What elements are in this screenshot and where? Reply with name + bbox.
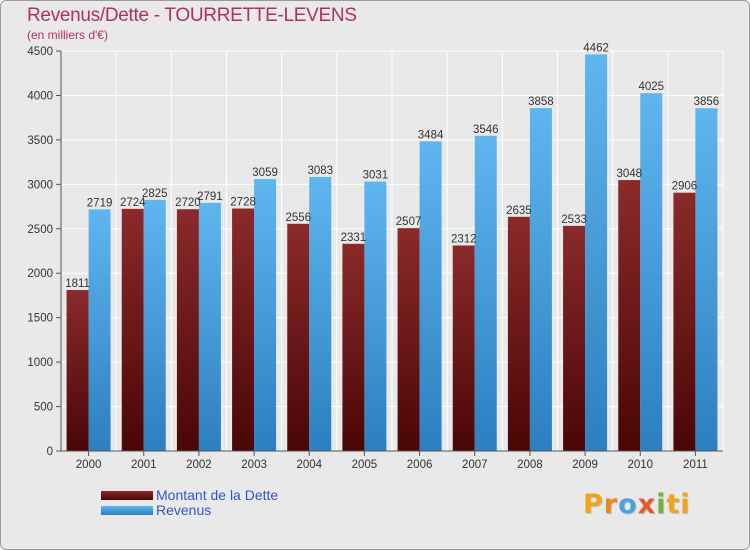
legend-label-revenus: Revenus [156,502,212,518]
bar-dette [673,192,696,451]
bar-revenus [198,202,221,451]
data-label-revenus: 3858 [528,96,554,108]
x-tick-label: 2003 [241,459,267,471]
data-label-dette: 2507 [396,216,422,228]
x-tick-label: 2000 [76,459,102,471]
bar-dette [507,216,530,451]
x-tick-label: 2002 [186,459,212,471]
data-label-dette: 2635 [506,205,532,217]
data-label-dette: 2720 [175,197,201,209]
y-tick-label: 2000 [27,268,53,280]
x-tick-label: 2010 [627,459,653,471]
data-label-dette: 2533 [561,214,587,226]
data-label-revenus: 3546 [473,124,499,136]
x-tick-label: 2009 [572,459,598,471]
bar-revenus [474,135,497,452]
x-tick-label: 2011 [683,459,708,471]
bar-revenus [254,179,277,452]
data-label-revenus: 4025 [638,81,664,93]
y-tick-label: 1500 [27,313,53,325]
legend-swatch-revenus [101,506,153,515]
data-label-revenus: 2825 [142,188,168,200]
bar-dette [397,228,420,451]
bar-revenus [88,209,111,451]
data-label-revenus: 2791 [197,191,223,203]
x-tick-label: 2001 [131,459,157,471]
data-label-dette: 2331 [341,232,367,244]
data-label-revenus: 2719 [87,197,113,209]
bar-revenus [143,199,166,451]
x-tick-label: 2007 [462,459,488,471]
data-label-revenus: 3031 [363,170,389,182]
bar-dette [121,208,144,451]
legend-swatch-dette [101,491,153,500]
y-tick-label: 4500 [27,46,53,58]
bar-revenus [419,141,442,452]
legend-label-dette: Montant de la Dette [156,487,279,503]
data-label-dette: 2312 [451,233,477,245]
bar-revenus [695,108,718,451]
x-tick-label: 2005 [352,459,378,471]
bar-dette [563,225,586,451]
bar-dette [452,245,475,451]
y-tick-label: 3500 [27,135,53,147]
bar-dette [287,223,310,451]
data-label-revenus: 4462 [583,42,609,54]
chart-title: Revenus/Dette - TOURRETTE-LEVENS [27,5,357,26]
y-tick-label: 3000 [27,179,53,191]
bar-dette [176,209,199,451]
y-tick-label: 4000 [27,90,53,102]
bar-dette [232,208,255,451]
bar-revenus [640,93,663,451]
data-label-dette: 2906 [672,181,698,193]
bar-dette [66,290,89,451]
x-tick-label: 2004 [296,459,322,471]
data-label-dette: 2724 [120,197,146,209]
y-tick-label: 1000 [27,357,53,369]
data-label-revenus: 3856 [694,96,720,108]
y-tick-label: 500 [34,402,53,414]
data-label-dette: 2556 [285,212,311,224]
chart-subtitle: (en milliers d'€) [27,28,108,42]
data-label-dette: 3048 [616,168,642,180]
data-label-revenus: 3059 [252,167,278,179]
y-tick-label: 2500 [27,224,53,236]
bar-revenus [364,181,387,452]
y-tick-label: 0 [47,446,53,458]
bar-dette [342,243,365,451]
data-label-dette: 1811 [65,278,90,290]
bar-revenus [529,108,552,452]
data-label-revenus: 3484 [418,129,444,141]
data-label-dette: 2728 [230,197,256,209]
data-label-revenus: 3083 [307,165,333,177]
bar-revenus [585,54,608,451]
bar-dette [618,180,641,452]
x-tick-label: 2006 [407,459,433,471]
proxiti-logo: Proxiti [583,489,691,520]
bar-revenus [309,176,332,451]
x-tick-label: 2008 [517,459,543,471]
